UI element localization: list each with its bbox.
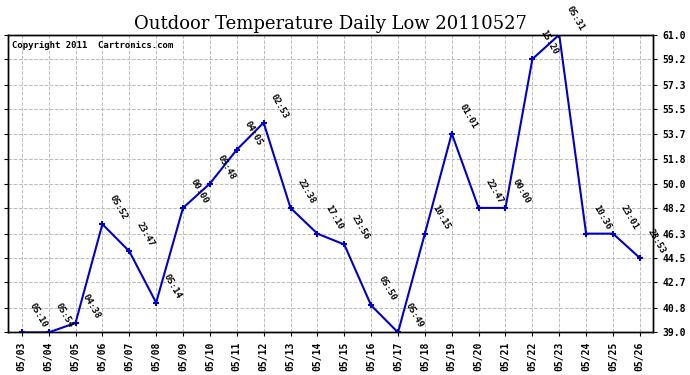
Text: 04:38: 04:38 — [81, 292, 102, 320]
Text: 05:50: 05:50 — [377, 275, 398, 303]
Text: 05:31: 05:31 — [565, 4, 586, 32]
Text: 23:47: 23:47 — [135, 220, 156, 249]
Text: 10:36: 10:36 — [592, 203, 613, 231]
Text: 10:15: 10:15 — [431, 203, 452, 231]
Text: 05:54: 05:54 — [55, 302, 75, 330]
Text: 04:05: 04:05 — [242, 119, 264, 147]
Text: 23:56: 23:56 — [350, 214, 371, 242]
Title: Outdoor Temperature Daily Low 20110527: Outdoor Temperature Daily Low 20110527 — [135, 15, 527, 33]
Text: 01:01: 01:01 — [457, 103, 479, 131]
Text: 02:53: 02:53 — [269, 92, 290, 120]
Text: 05:52: 05:52 — [108, 194, 129, 221]
Text: 22:38: 22:38 — [296, 177, 317, 205]
Text: 22:47: 22:47 — [484, 177, 505, 205]
Text: 05:49: 05:49 — [404, 302, 425, 330]
Text: 23:01: 23:01 — [618, 203, 640, 231]
Text: Copyright 2011  Cartronics.com: Copyright 2011 Cartronics.com — [12, 40, 172, 50]
Text: 17:10: 17:10 — [323, 203, 344, 231]
Text: 00:00: 00:00 — [188, 177, 210, 205]
Text: 05:10: 05:10 — [28, 302, 48, 330]
Text: 00:00: 00:00 — [511, 177, 532, 205]
Text: 05:48: 05:48 — [215, 153, 237, 181]
Text: 05:14: 05:14 — [161, 272, 183, 300]
Text: 23:53: 23:53 — [645, 228, 667, 255]
Text: 15:20: 15:20 — [538, 28, 559, 56]
